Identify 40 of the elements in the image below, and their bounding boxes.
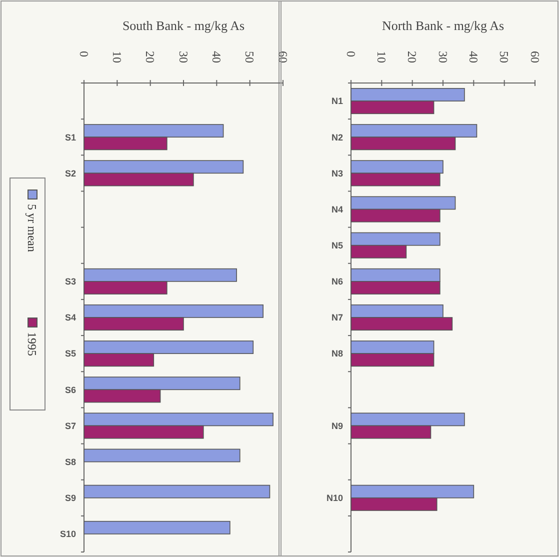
y-tick-label: S2 bbox=[64, 168, 76, 178]
x-tick-label: 10 bbox=[374, 51, 388, 63]
y-tick-label: N6 bbox=[331, 276, 343, 287]
y-tick-label: N3 bbox=[331, 168, 343, 178]
y-tick-label: N8 bbox=[331, 348, 343, 359]
y-tick-label: S8 bbox=[64, 456, 76, 467]
x-tick-label: 50 bbox=[497, 51, 512, 63]
x-tick-label: 40 bbox=[466, 51, 480, 63]
y-tick-label: S6 bbox=[64, 384, 76, 395]
x-tick-label: 0 bbox=[76, 51, 91, 57]
chart-title: North Bank - mg/kg As bbox=[382, 18, 504, 33]
y-tick-label: S1 bbox=[64, 132, 76, 142]
x-tick-label: 40 bbox=[209, 51, 224, 63]
x-tick-label: 50 bbox=[242, 51, 257, 63]
x-tick-label: 0 bbox=[344, 51, 358, 57]
y-tick-label: N1 bbox=[331, 96, 343, 106]
y-tick-label: N9 bbox=[331, 420, 343, 431]
legend-label: 5 yr mean bbox=[25, 204, 39, 252]
y-tick-label: S10 bbox=[60, 529, 76, 540]
x-tick-label: 60 bbox=[528, 51, 542, 63]
y-tick-label: S4 bbox=[64, 312, 76, 323]
bar bbox=[84, 448, 240, 462]
y-tick-label: N5 bbox=[331, 240, 343, 250]
x-tick-label: 10 bbox=[110, 51, 124, 63]
y-tick-label: N7 bbox=[331, 312, 343, 323]
y-tick-label: N10 bbox=[326, 493, 343, 504]
x-tick-label: 30 bbox=[176, 51, 190, 63]
legend-label: 1995 bbox=[25, 332, 39, 356]
y-tick-label: N2 bbox=[331, 132, 343, 142]
y-tick-label: S9 bbox=[64, 493, 76, 504]
y-tick-label: S5 bbox=[64, 348, 76, 359]
y-tick-label: S3 bbox=[64, 276, 76, 287]
bar bbox=[84, 484, 270, 498]
chart-title: South Bank - mg/kg As bbox=[122, 18, 245, 33]
x-tick-label: 20 bbox=[143, 51, 158, 63]
y-tick-label: N4 bbox=[331, 204, 343, 214]
y-tick-label: S7 bbox=[64, 420, 76, 431]
bar bbox=[84, 520, 230, 534]
x-tick-label: 30 bbox=[436, 51, 450, 63]
x-tick-label: 20 bbox=[405, 51, 420, 63]
